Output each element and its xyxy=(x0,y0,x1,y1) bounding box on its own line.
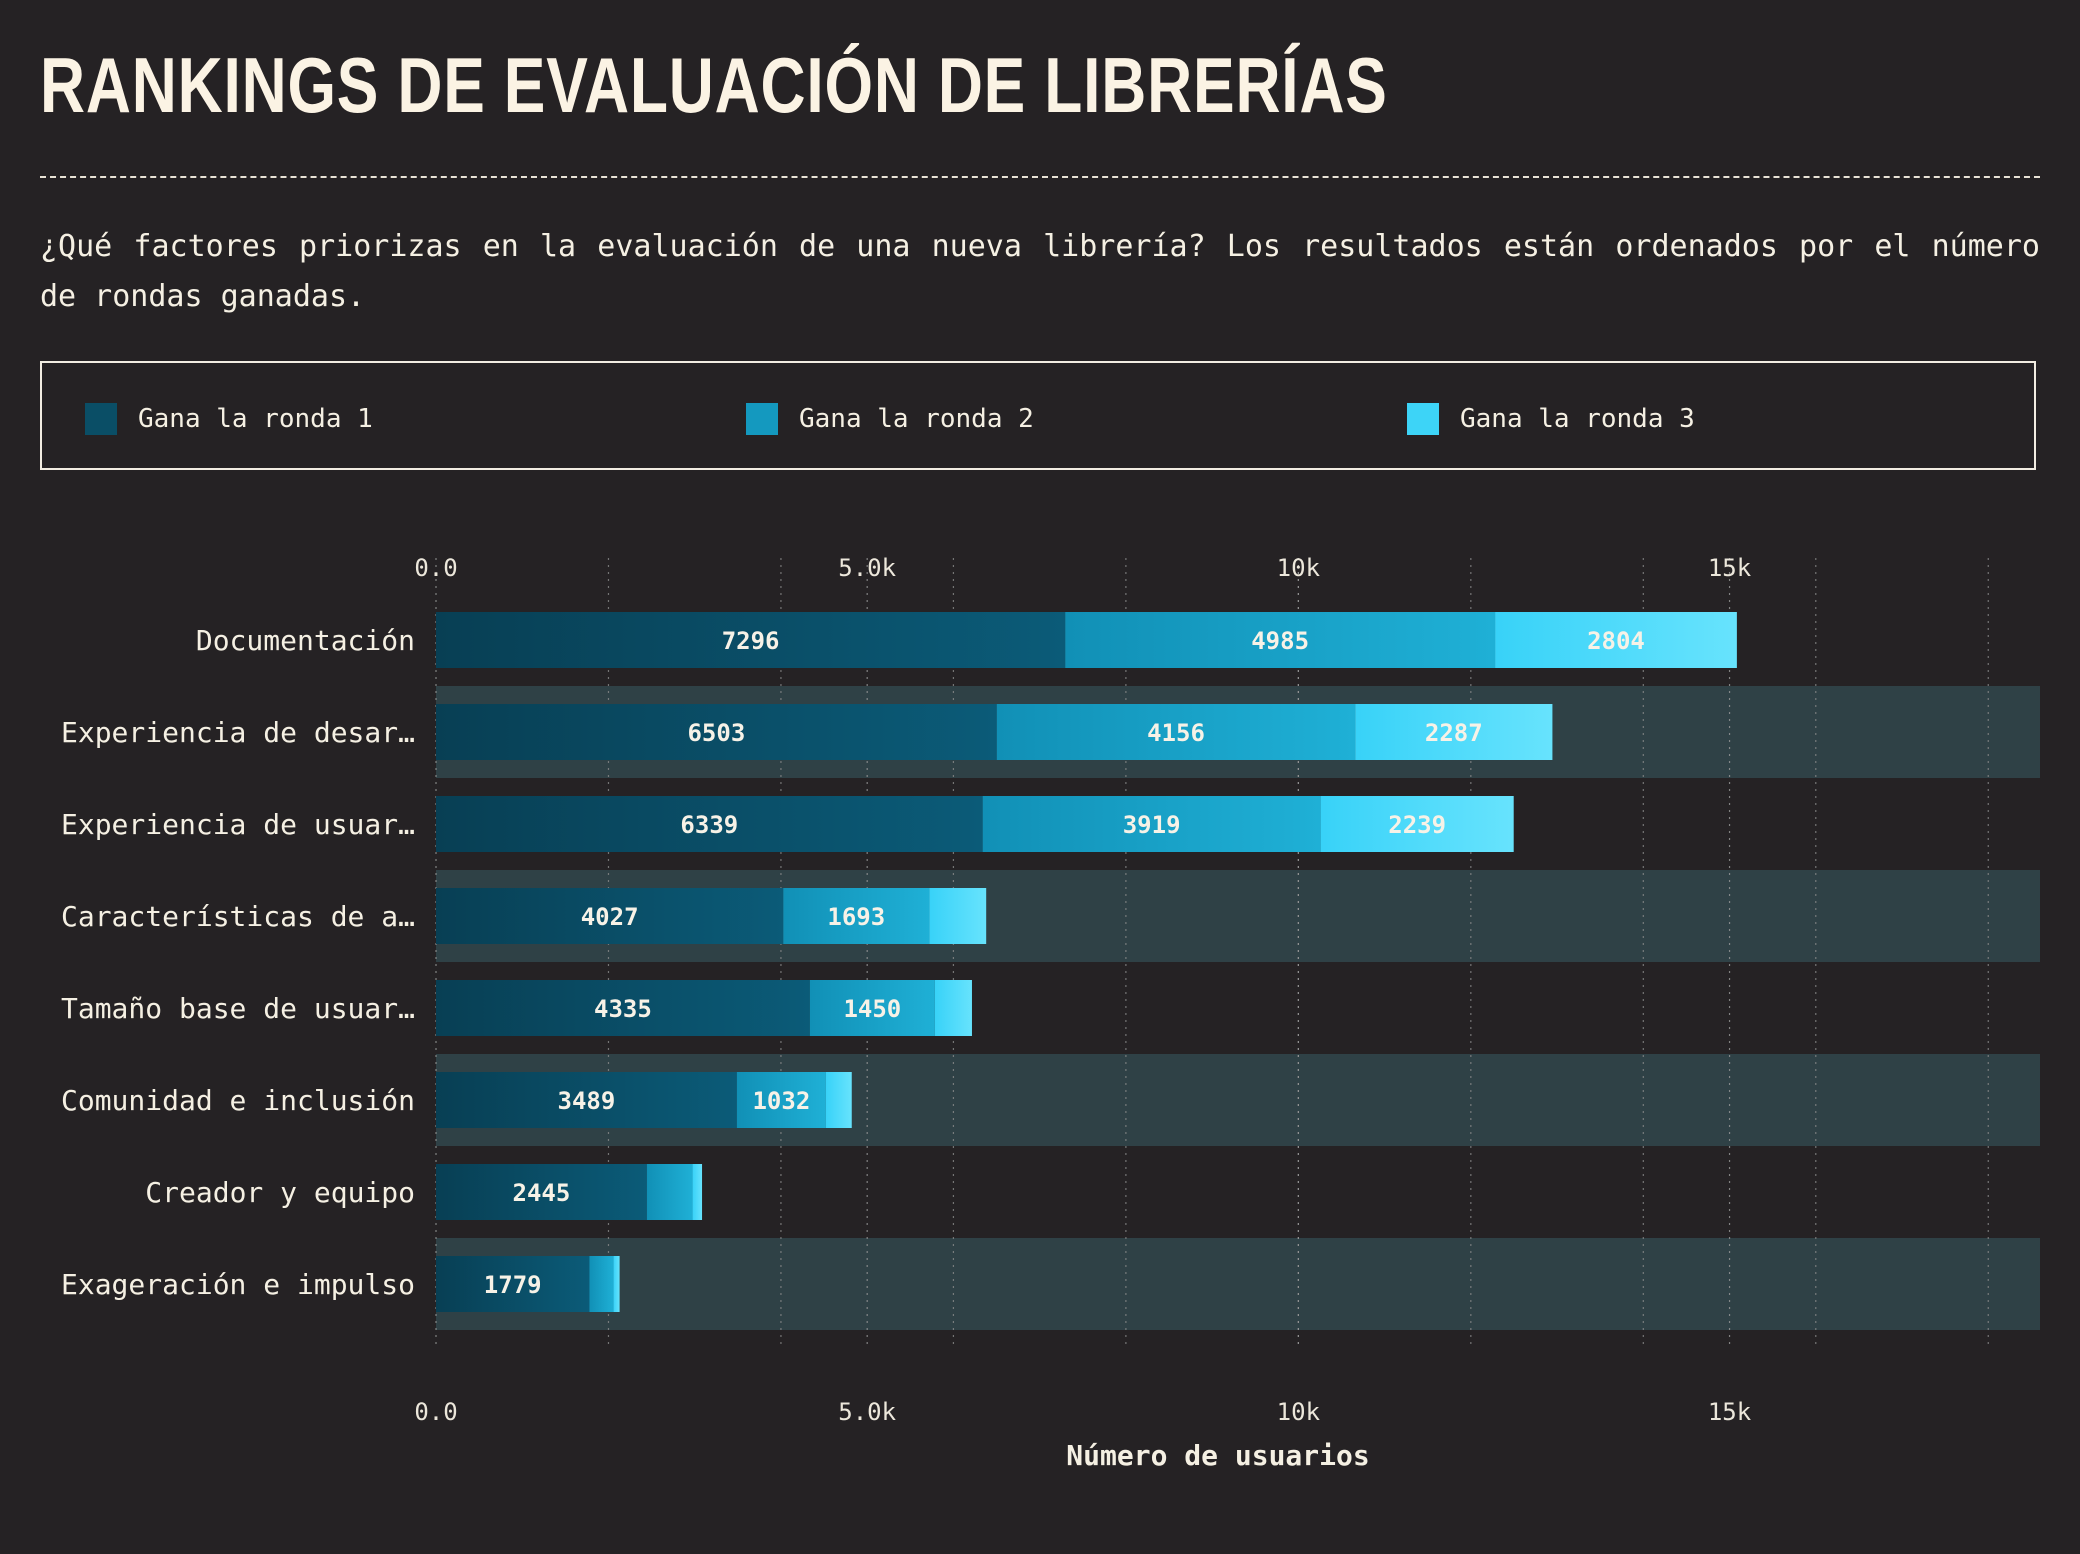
bar-segment-round-1[interactable] xyxy=(436,1256,590,1312)
y-axis: Documentación Experiencia de desar… Experi… xyxy=(61,624,415,1301)
bar-value-label: 3489 xyxy=(558,1087,616,1115)
category-label: Tamaño base de usuar… xyxy=(61,992,415,1025)
legend-item-round-2[interactable]: Gana la ronda 2 xyxy=(746,402,1034,436)
bar-value-label: 1779 xyxy=(484,1271,542,1299)
legend: Gana la ronda 1 Gana la ronda 2 Gana la … xyxy=(40,361,2036,470)
bar-segment-round-2[interactable] xyxy=(783,888,930,944)
category-label: Exageración e impulso xyxy=(61,1268,415,1301)
legend-label-round-1: Gana la ronda 1 xyxy=(138,404,373,434)
legend-swatch-round-3 xyxy=(1407,403,1439,435)
legend-item-round-1[interactable]: Gana la ronda 1 xyxy=(85,402,373,436)
bar-value-label: 7296 xyxy=(722,627,780,655)
bar-value-label: 2445 xyxy=(513,1179,571,1207)
chart-title: RANKINGS DE EVALUACIÓN DE LIBRERÍAS xyxy=(40,41,1388,129)
bar-segment-round-2[interactable] xyxy=(736,1072,826,1128)
bar-segment-round-3[interactable] xyxy=(1495,612,1737,668)
bar-segment-round-3[interactable] xyxy=(1320,796,1514,852)
bar-value-label: 4335 xyxy=(594,995,652,1023)
category-label: Comunidad e inclusión xyxy=(61,1084,415,1117)
bar-segment-round-3[interactable] xyxy=(934,980,972,1036)
bar-value-label: 2287 xyxy=(1425,719,1483,747)
x-axis-title: Número de usuarios xyxy=(1066,1439,1369,1472)
x-tick-label-top: 15k xyxy=(1708,554,1752,582)
x-tick-label-top: 0.0 xyxy=(414,554,457,582)
bar-segment-round-2[interactable] xyxy=(589,1256,614,1312)
x-tick-label-bottom: 10k xyxy=(1277,1398,1321,1426)
bar-segment-round-3[interactable] xyxy=(929,888,987,944)
x-tick-label-bottom: 15k xyxy=(1708,1398,1752,1426)
title-divider xyxy=(40,176,2040,178)
legend-item-round-3[interactable]: Gana la ronda 3 xyxy=(1407,402,1695,436)
bar-segment-round-1[interactable] xyxy=(436,1072,737,1128)
x-tick-label-bottom: 5.0k xyxy=(838,1398,896,1426)
bar-segment-round-3[interactable] xyxy=(692,1164,703,1220)
x-axis-bottom: 0.0 5.0k 10k 15k xyxy=(414,1398,1751,1426)
x-tick-label-bottom: 0.0 xyxy=(414,1398,457,1426)
bar-segment-round-2[interactable] xyxy=(646,1164,693,1220)
bar-segment-round-2[interactable] xyxy=(809,980,935,1036)
bar-value-label: 1693 xyxy=(827,903,885,931)
bar-value-label: 1450 xyxy=(843,995,901,1023)
bar-value-label: 2804 xyxy=(1587,627,1645,655)
bar-value-label: 1032 xyxy=(752,1087,810,1115)
legend-swatch-round-1 xyxy=(85,403,117,435)
bar-value-label: 2239 xyxy=(1388,811,1446,839)
bar-segment-round-2[interactable] xyxy=(996,704,1356,760)
bars: 7296 4985 2804 6503 4156 2287 6339 3919 2239 4027… xyxy=(436,612,1737,1312)
bar-value-label: 4985 xyxy=(1251,627,1309,655)
category-label: Creador y equipo xyxy=(145,1176,415,1209)
bar-segment-round-1[interactable] xyxy=(436,1164,647,1220)
legend-label-round-2: Gana la ronda 2 xyxy=(799,404,1034,434)
x-tick-label-top: 10k xyxy=(1277,554,1321,582)
x-tick-label-top: 5.0k xyxy=(838,554,896,582)
category-label: Experiencia de desar… xyxy=(61,716,415,749)
x-axis-top: 0.0 5.0k 10k 15k xyxy=(414,554,1751,582)
bar-value-label: 6503 xyxy=(687,719,745,747)
category-label: Características de a… xyxy=(61,900,415,933)
legend-swatch-round-2 xyxy=(746,403,778,435)
bar-value-label: 4027 xyxy=(581,903,639,931)
legend-label-round-3: Gana la ronda 3 xyxy=(1460,404,1695,434)
bar-segment-round-1[interactable] xyxy=(436,980,810,1036)
row-stripe xyxy=(436,1238,2040,1330)
bar-value-label: 6339 xyxy=(680,811,738,839)
bar-segment-round-3[interactable] xyxy=(825,1072,852,1128)
bar-segment-round-3[interactable] xyxy=(1355,704,1553,760)
category-label: Experiencia de usuar… xyxy=(61,808,415,841)
bar-segment-round-1[interactable] xyxy=(436,704,997,760)
bar-segment-round-3[interactable] xyxy=(613,1256,620,1312)
bar-value-label: 3919 xyxy=(1123,811,1181,839)
bar-segment-round-1[interactable] xyxy=(436,888,784,944)
bar-segment-round-2[interactable] xyxy=(1065,612,1496,668)
bar-segment-round-1[interactable] xyxy=(436,612,1066,668)
chart-subtitle: ¿Qué factores priorizas en la evaluación… xyxy=(40,229,2040,314)
bar-segment-round-2[interactable] xyxy=(982,796,1321,852)
bar-value-label: 4156 xyxy=(1147,719,1205,747)
bar-segment-round-1[interactable] xyxy=(436,796,983,852)
category-label: Documentación xyxy=(196,624,415,657)
grid-lines xyxy=(435,558,1989,1346)
